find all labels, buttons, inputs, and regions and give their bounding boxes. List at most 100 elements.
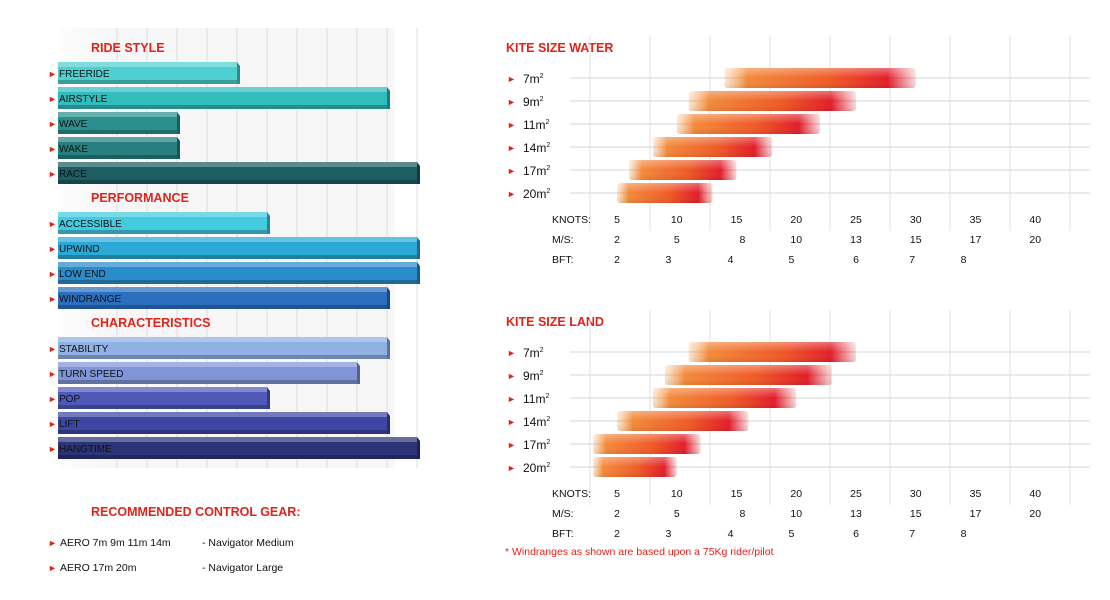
axis-tick: 17 <box>970 234 982 246</box>
axis-tick: 8 <box>961 254 967 266</box>
kite-size-label: 11m2 <box>523 392 549 406</box>
bullet-arrow: ► <box>48 344 57 354</box>
bar <box>58 387 267 409</box>
kite-size-label: 7m2 <box>523 346 544 360</box>
bullet-arrow: ► <box>48 244 57 254</box>
bar-shadow <box>58 280 417 284</box>
axis-tick: 10 <box>671 214 683 226</box>
control-gear-kites: AERO 17m 20m <box>60 562 137 574</box>
bar-end-cap <box>387 337 390 359</box>
bar-shadow <box>58 80 237 84</box>
axis-tick: 4 <box>728 254 734 266</box>
range-bar-gloss <box>617 183 713 203</box>
bar-highlight <box>58 62 237 67</box>
axis-tick: 20 <box>790 488 802 500</box>
axis-tick: 20 <box>790 214 802 226</box>
range-bar-gloss <box>628 160 737 180</box>
axis-tick: 15 <box>731 488 743 500</box>
bar-label: UPWIND <box>59 244 100 255</box>
bar-label: WAKE <box>59 144 88 155</box>
axis-tick: 15 <box>731 214 743 226</box>
bar-end-cap <box>417 237 420 259</box>
bar-end-cap <box>357 362 360 384</box>
bar-shadow <box>58 155 177 159</box>
bullet-arrow: ► <box>48 94 57 104</box>
chart-title: KITE SIZE WATER <box>506 41 613 55</box>
bar-label: HANGTIME <box>59 444 112 455</box>
bullet-arrow: ► <box>507 74 516 84</box>
bar-shadow <box>58 455 417 459</box>
axis-tick: 30 <box>910 488 922 500</box>
axis-tick: 5 <box>674 234 680 246</box>
bar <box>58 237 417 259</box>
bullet-arrow: ► <box>48 563 57 573</box>
kite-size-charts: KITE SIZE WATER ► 7m2 ► 9m2 ► 11m2 ► 14m2 ► 17m2 ► 2… <box>505 36 1090 558</box>
range-bar-gloss <box>593 434 701 454</box>
bullet-arrow: ► <box>507 371 516 381</box>
axis-tick: 20 <box>1029 508 1041 520</box>
bar <box>58 337 387 359</box>
bar-highlight <box>58 437 417 442</box>
axis-tick: 2 <box>614 254 620 266</box>
bullet-arrow: ► <box>507 463 516 473</box>
range-bar-gloss <box>724 68 916 88</box>
control-gear-bar: - Navigator Large <box>202 562 283 574</box>
bar-label: WAVE <box>59 119 88 130</box>
axis-tick: 8 <box>740 508 746 520</box>
axis-tick: 5 <box>674 508 680 520</box>
bar-end-cap <box>387 412 390 434</box>
bullet-arrow: ► <box>507 166 516 176</box>
axis-label: M/S: <box>552 508 574 520</box>
axis-label: BFT: <box>552 528 574 540</box>
bar-end-cap <box>417 437 420 459</box>
bullet-arrow: ► <box>507 143 516 153</box>
bar-label: TURN SPEED <box>59 369 123 380</box>
kite-size-label: 20m2 <box>523 187 550 201</box>
bullet-arrow: ► <box>48 294 57 304</box>
bullet-arrow: ► <box>48 538 57 548</box>
bullet-arrow: ► <box>48 69 57 79</box>
bar <box>58 362 357 384</box>
axis-tick: 35 <box>970 488 982 500</box>
bar-label: FREERIDE <box>59 69 110 80</box>
axis-tick: 10 <box>671 488 683 500</box>
bullet-arrow: ► <box>507 394 516 404</box>
bar-highlight <box>58 412 387 417</box>
bar-shadow <box>58 105 387 109</box>
axis-tick: 40 <box>1029 488 1041 500</box>
bar <box>58 112 177 134</box>
bar <box>58 437 417 459</box>
bullet-arrow: ► <box>48 394 57 404</box>
axis-tick: 7 <box>909 528 915 540</box>
bullet-arrow: ► <box>507 440 516 450</box>
bar-end-cap <box>417 162 420 184</box>
axis-tick: 4 <box>728 528 734 540</box>
range-bar-gloss <box>593 457 677 477</box>
kite-size-label: 20m2 <box>523 461 550 475</box>
bar-highlight <box>58 362 357 367</box>
bar-label: AIRSTYLE <box>59 94 108 105</box>
bullet-arrow: ► <box>48 169 57 179</box>
axis-tick: 3 <box>665 528 671 540</box>
bar-highlight <box>58 337 387 342</box>
bar <box>58 162 417 184</box>
bar-shadow <box>58 380 357 384</box>
range-bar-gloss <box>664 365 833 385</box>
bar-label: LOW END <box>59 269 106 280</box>
bar-shadow <box>58 430 387 434</box>
bar-label: ACCESSIBLE <box>59 219 122 230</box>
axis-tick: 40 <box>1029 214 1041 226</box>
bar-highlight <box>58 137 177 142</box>
axis-tick: 2 <box>614 234 620 246</box>
axis-tick: 2 <box>614 508 620 520</box>
bar <box>58 412 387 434</box>
kite-size-label: 17m2 <box>523 438 550 452</box>
axis-tick: 5 <box>614 214 620 226</box>
axis-tick: 6 <box>853 254 859 266</box>
control-gear-title: RECOMMENDED CONTROL GEAR: <box>91 505 301 519</box>
axis-tick: 25 <box>850 488 862 500</box>
bullet-arrow: ► <box>507 417 516 427</box>
bar-highlight <box>58 262 417 267</box>
bar-highlight <box>58 237 417 242</box>
axis-tick: 25 <box>850 214 862 226</box>
